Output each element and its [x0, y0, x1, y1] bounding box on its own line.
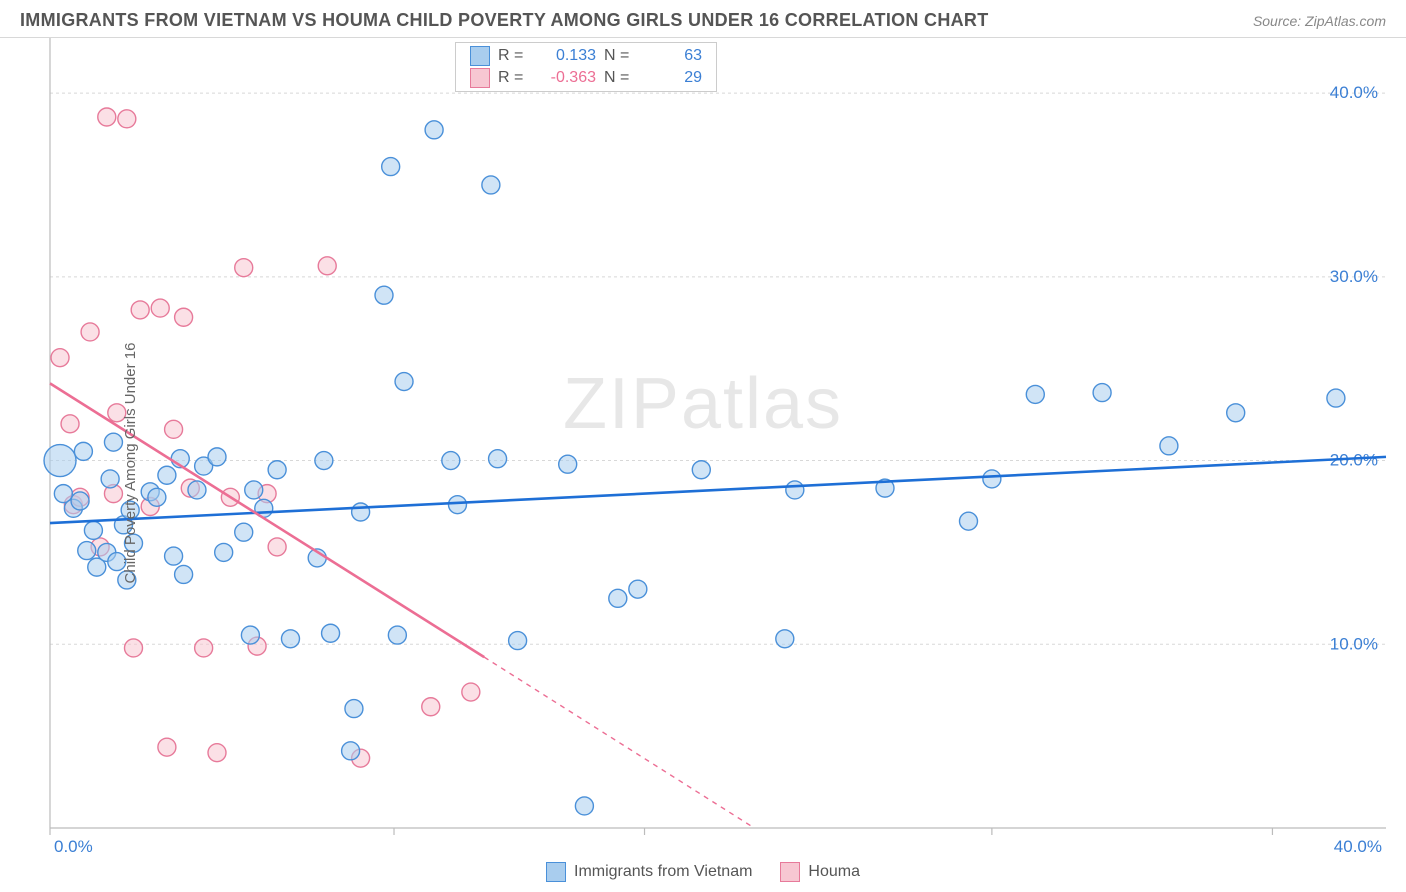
legend-label: Houma: [808, 863, 860, 881]
swatch-blue: [470, 46, 490, 66]
svg-text:40.0%: 40.0%: [1330, 83, 1378, 102]
swatch-blue: [546, 862, 566, 882]
legend-row-pink: R =-0.363N =29: [456, 67, 716, 89]
swatch-pink: [470, 68, 490, 88]
chart-title: IMMIGRANTS FROM VIETNAM VS HOUMA CHILD P…: [20, 10, 989, 31]
swatch-pink: [780, 862, 800, 882]
source-label: Source: ZipAtlas.com: [1253, 13, 1386, 29]
legend-row-blue: R = 0.133 N = 63: [456, 45, 716, 67]
y-axis-label: Child Poverty Among Girls Under 16: [122, 343, 139, 584]
legend-item-pink: Houma: [780, 862, 860, 882]
svg-text:0.0%: 0.0%: [54, 837, 93, 856]
legend-label: Immigrants from Vietnam: [574, 863, 752, 881]
legend-item-blue: Immigrants from Vietnam: [546, 862, 752, 882]
legend-series: Immigrants from Vietnam Houma: [546, 862, 860, 882]
svg-text:30.0%: 30.0%: [1330, 267, 1378, 286]
svg-text:10.0%: 10.0%: [1330, 634, 1378, 653]
scatter-chart: 10.0%20.0%30.0%40.0%0.0%40.0%: [0, 38, 1406, 878]
legend-correlation: R = 0.133 N = 63 R =-0.363N =29: [455, 42, 717, 92]
svg-text:40.0%: 40.0%: [1334, 837, 1382, 856]
